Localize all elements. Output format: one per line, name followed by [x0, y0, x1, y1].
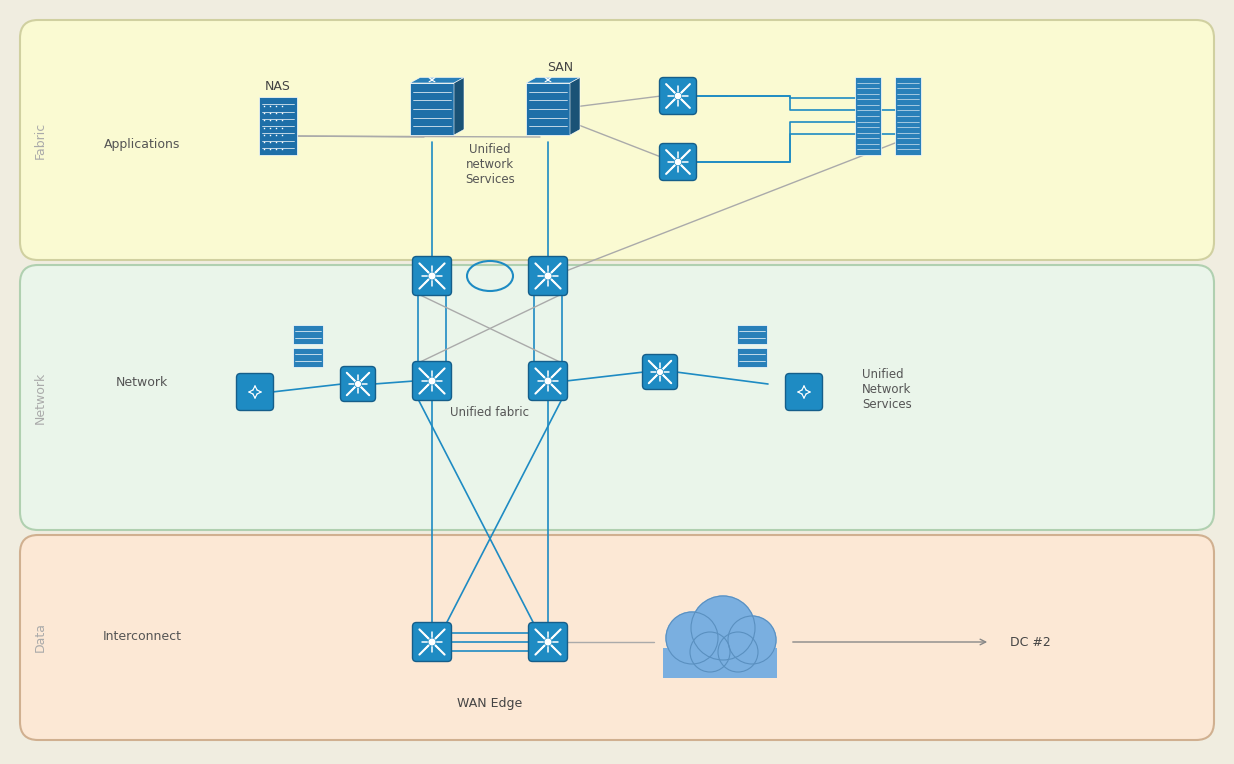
FancyBboxPatch shape: [20, 20, 1214, 260]
Bar: [895, 77, 921, 155]
Text: WAN Edge: WAN Edge: [458, 698, 523, 711]
Circle shape: [666, 612, 718, 664]
Text: Data: Data: [33, 622, 47, 652]
Circle shape: [544, 638, 552, 646]
Bar: [855, 77, 881, 155]
Circle shape: [718, 632, 758, 672]
Circle shape: [656, 368, 664, 376]
Bar: [292, 325, 323, 345]
FancyBboxPatch shape: [528, 623, 568, 662]
FancyBboxPatch shape: [528, 257, 568, 296]
FancyBboxPatch shape: [659, 144, 696, 180]
FancyBboxPatch shape: [786, 374, 823, 410]
Text: Unified
Network
Services: Unified Network Services: [863, 367, 912, 410]
Circle shape: [674, 92, 681, 100]
Polygon shape: [570, 77, 580, 135]
Text: Unified
network
Services: Unified network Services: [465, 143, 515, 186]
FancyBboxPatch shape: [659, 77, 696, 115]
FancyBboxPatch shape: [412, 361, 452, 400]
FancyBboxPatch shape: [528, 361, 568, 400]
Circle shape: [428, 377, 436, 385]
Polygon shape: [526, 77, 580, 83]
Bar: [292, 348, 323, 367]
Circle shape: [728, 616, 776, 664]
FancyBboxPatch shape: [412, 623, 452, 662]
Text: Unified fabric: Unified fabric: [450, 406, 529, 419]
Bar: [663, 648, 777, 678]
Circle shape: [674, 158, 681, 166]
Text: SAN: SAN: [547, 60, 573, 73]
Circle shape: [690, 632, 731, 672]
Polygon shape: [410, 77, 464, 83]
Bar: [737, 348, 768, 367]
Circle shape: [544, 272, 552, 280]
Circle shape: [354, 380, 362, 387]
Text: NAS: NAS: [265, 79, 291, 92]
FancyBboxPatch shape: [20, 265, 1214, 530]
Bar: [410, 83, 454, 135]
Text: Interconnect: Interconnect: [102, 630, 181, 643]
Polygon shape: [454, 77, 464, 135]
Text: Network: Network: [33, 372, 47, 424]
Bar: [526, 83, 570, 135]
FancyBboxPatch shape: [341, 367, 375, 402]
Circle shape: [428, 638, 436, 646]
Text: DC #2: DC #2: [1009, 636, 1050, 649]
Text: Network: Network: [116, 375, 168, 389]
FancyBboxPatch shape: [237, 374, 274, 410]
Text: Fabric: Fabric: [33, 121, 47, 159]
Circle shape: [428, 272, 436, 280]
Circle shape: [691, 596, 755, 660]
FancyBboxPatch shape: [643, 354, 677, 390]
Text: Applications: Applications: [104, 138, 180, 151]
Circle shape: [544, 377, 552, 385]
Bar: [737, 325, 768, 345]
FancyBboxPatch shape: [412, 257, 452, 296]
FancyBboxPatch shape: [20, 535, 1214, 740]
Bar: [259, 97, 297, 155]
